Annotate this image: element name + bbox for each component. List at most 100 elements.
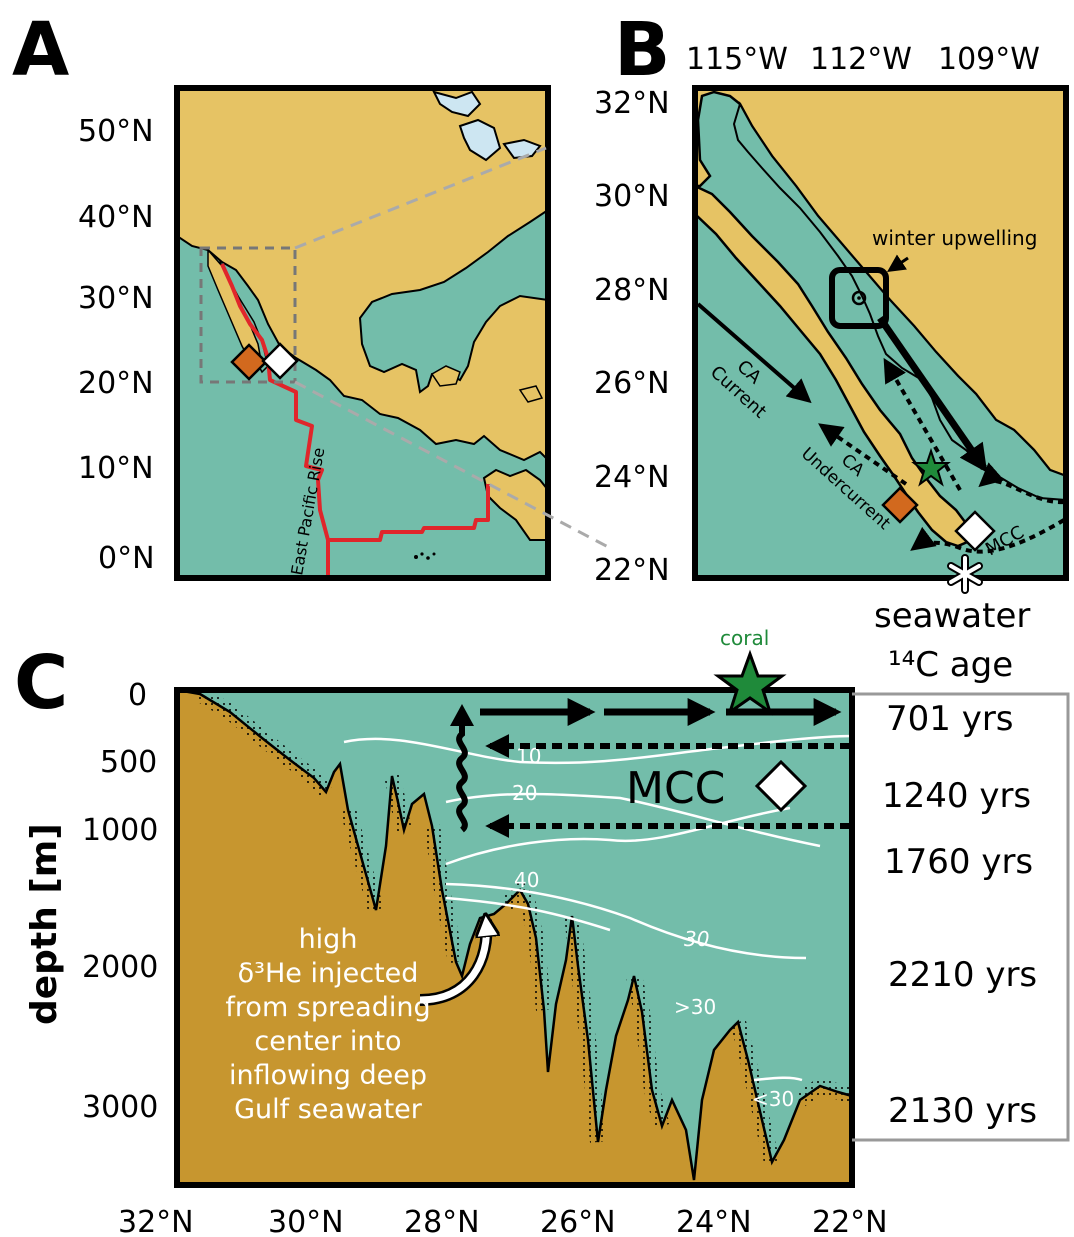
asterisk-icon [947, 554, 983, 594]
contour-label-gt30: >30 [674, 995, 716, 1019]
panel-a-letter: A [12, 7, 69, 93]
lat-tick-26n: 26°N [540, 1205, 616, 1237]
ridge-line [220, 263, 490, 542]
panel-c-frame [174, 687, 855, 1188]
lat-tick-30n: 30°N [268, 1205, 344, 1237]
age-2210: 2210 yrs [888, 955, 1037, 995]
winter-upwelling-label: winter upwelling [872, 226, 1037, 250]
depth-ticks: 0 500 1000 2000 3000 [82, 678, 158, 1125]
section-plot: 10 20 40 30 >30 <30 MCC [174, 687, 855, 1188]
lon-label-112w: 112°W [810, 42, 912, 77]
depth-tick-500: 500 [100, 745, 157, 780]
lat-tick-24n: 24°N [676, 1205, 752, 1237]
orange-site-diamond-icon [230, 343, 268, 381]
annotation-line-4: center into [254, 1026, 401, 1057]
mcc-arrow-west [910, 518, 1066, 554]
lat-label-40n: 40°N [78, 200, 154, 235]
annotation-line-1: high [299, 924, 358, 955]
panel-b-letter: B [614, 7, 670, 93]
mcc-diamond-icon [754, 759, 808, 813]
coral-star-icon-c [713, 649, 787, 716]
lat-label-50n: 50°N [78, 114, 154, 149]
lat-label-30n: 30°N [78, 281, 154, 316]
seawater-age-title-2: ¹⁴C age [888, 645, 1013, 685]
zoom-line-top [294, 146, 547, 250]
upwelling-arrowhead-icon [450, 704, 474, 726]
caribbean-islands [430, 365, 544, 403]
upwelling-pointer-arrow [887, 254, 909, 272]
galapagos-islands [414, 552, 436, 560]
lon-label-109w: 109°W [938, 42, 1040, 77]
age-1240: 1240 yrs [882, 776, 1031, 816]
great-lakes [432, 90, 542, 162]
white-site-diamond-icon-b [954, 510, 996, 552]
contour-label-20: 20 [512, 781, 537, 805]
mcc-arrow-east [978, 462, 1065, 505]
depth-tick-2000: 2000 [82, 950, 158, 985]
panel-b: B 115°W 112°W 109°W 32°N 30°N 28°N 26°N … [594, 7, 1069, 594]
lat-label-30n: 30°N [594, 179, 670, 214]
lat-label-10n: 10°N [78, 451, 154, 486]
inset-box [199, 246, 297, 384]
lat-tick-32n: 32°N [118, 1205, 194, 1237]
lat-tick-28n: 28°N [404, 1205, 480, 1237]
lat-tick-22n: 22°N [812, 1205, 888, 1237]
contour-lines [343, 734, 853, 1082]
contour-label-lt30: <30 [752, 1087, 794, 1111]
panel-b-frame [692, 85, 1069, 581]
upwelling-box [829, 267, 889, 329]
lat-label-0n: 0°N [98, 541, 155, 576]
coral-star-icon [911, 447, 951, 487]
upwelling-squiggle [456, 722, 468, 833]
age-1760: 1760 yrs [884, 842, 1033, 882]
helium-annotation: high δ³He injected from spreading center… [225, 924, 430, 1125]
lat-label-22n: 22°N [594, 553, 670, 588]
annotation-line-5: inflowing deep [229, 1060, 427, 1091]
panel-a-map: East Pacific Rise [174, 85, 551, 581]
depth-tick-3000: 3000 [82, 1090, 158, 1125]
annotation-line-2: δ³He injected [238, 958, 419, 989]
seafloor-stipple [195, 687, 855, 1164]
baja-peninsula [693, 184, 974, 548]
gulf-of-mexico [358, 208, 549, 394]
helium-injection-arrow [419, 920, 486, 1004]
contour-labels: 10 20 40 30 >30 <30 [512, 744, 794, 1111]
panel-a-frame [174, 85, 551, 581]
lon-label-115w: 115°W [686, 42, 788, 77]
y-axis-label: depth [m] [24, 823, 65, 1025]
panel-b-lat-axis: 32°N 30°N 28°N 26°N 24°N 22°N [594, 86, 670, 588]
annotation-line-6: Gulf seawater [234, 1094, 423, 1125]
panel-a-lat-axis: 50°N 40°N 30°N 20°N 10°N 0°N [78, 114, 155, 576]
gulf-inflow-arrow [883, 357, 962, 492]
lat-label-26n: 26°N [594, 366, 670, 401]
seawater-age: seawater ¹⁴C age 701 yrs 1240 yrs 1760 y… [852, 596, 1070, 1142]
age-701: 701 yrs [886, 699, 1014, 739]
panel-c: C depth [m] 0 500 1000 2000 3000 32°N 30… [14, 626, 888, 1237]
lat-label-28n: 28°N [594, 273, 670, 308]
coral-label: coral [720, 626, 769, 650]
age-bracket [852, 692, 1070, 1142]
annotation-line-3: from spreading [225, 992, 430, 1023]
panel-b-lon-axis: 115°W 112°W 109°W [686, 42, 1040, 77]
mcc-label-c: MCC [626, 763, 725, 814]
panel-b-map: winter upwelling CA Current CA Undercurr… [692, 85, 1069, 594]
ca-current-arrow [696, 302, 812, 404]
lat-label-20n: 20°N [78, 366, 154, 401]
depth-tick-1000: 1000 [82, 813, 158, 848]
orange-site-diamond-icon-b [881, 486, 919, 524]
lat-label-32n: 32°N [594, 86, 670, 121]
lat-label-24n: 24°N [594, 460, 670, 495]
age-2130: 2130 yrs [888, 1091, 1037, 1131]
panel-c-letter: C [14, 640, 68, 726]
gulf-outflow-arrow [877, 316, 988, 473]
depth-tick-0: 0 [128, 678, 147, 713]
upwelling-site-icon [851, 290, 867, 306]
contour-label-30: 30 [684, 927, 709, 951]
intermediate-inflow-arrows [485, 734, 850, 838]
seawater-age-title-1: seawater [874, 596, 1030, 636]
white-site-diamond-icon [261, 342, 299, 380]
lat-ticks-c: 32°N 30°N 28°N 26°N 24°N 22°N [118, 1205, 888, 1237]
panel-a: A 50°N 40°N 30°N 20°N 10°N 0°N East Paci… [12, 7, 551, 581]
contour-label-40: 40 [514, 868, 539, 892]
